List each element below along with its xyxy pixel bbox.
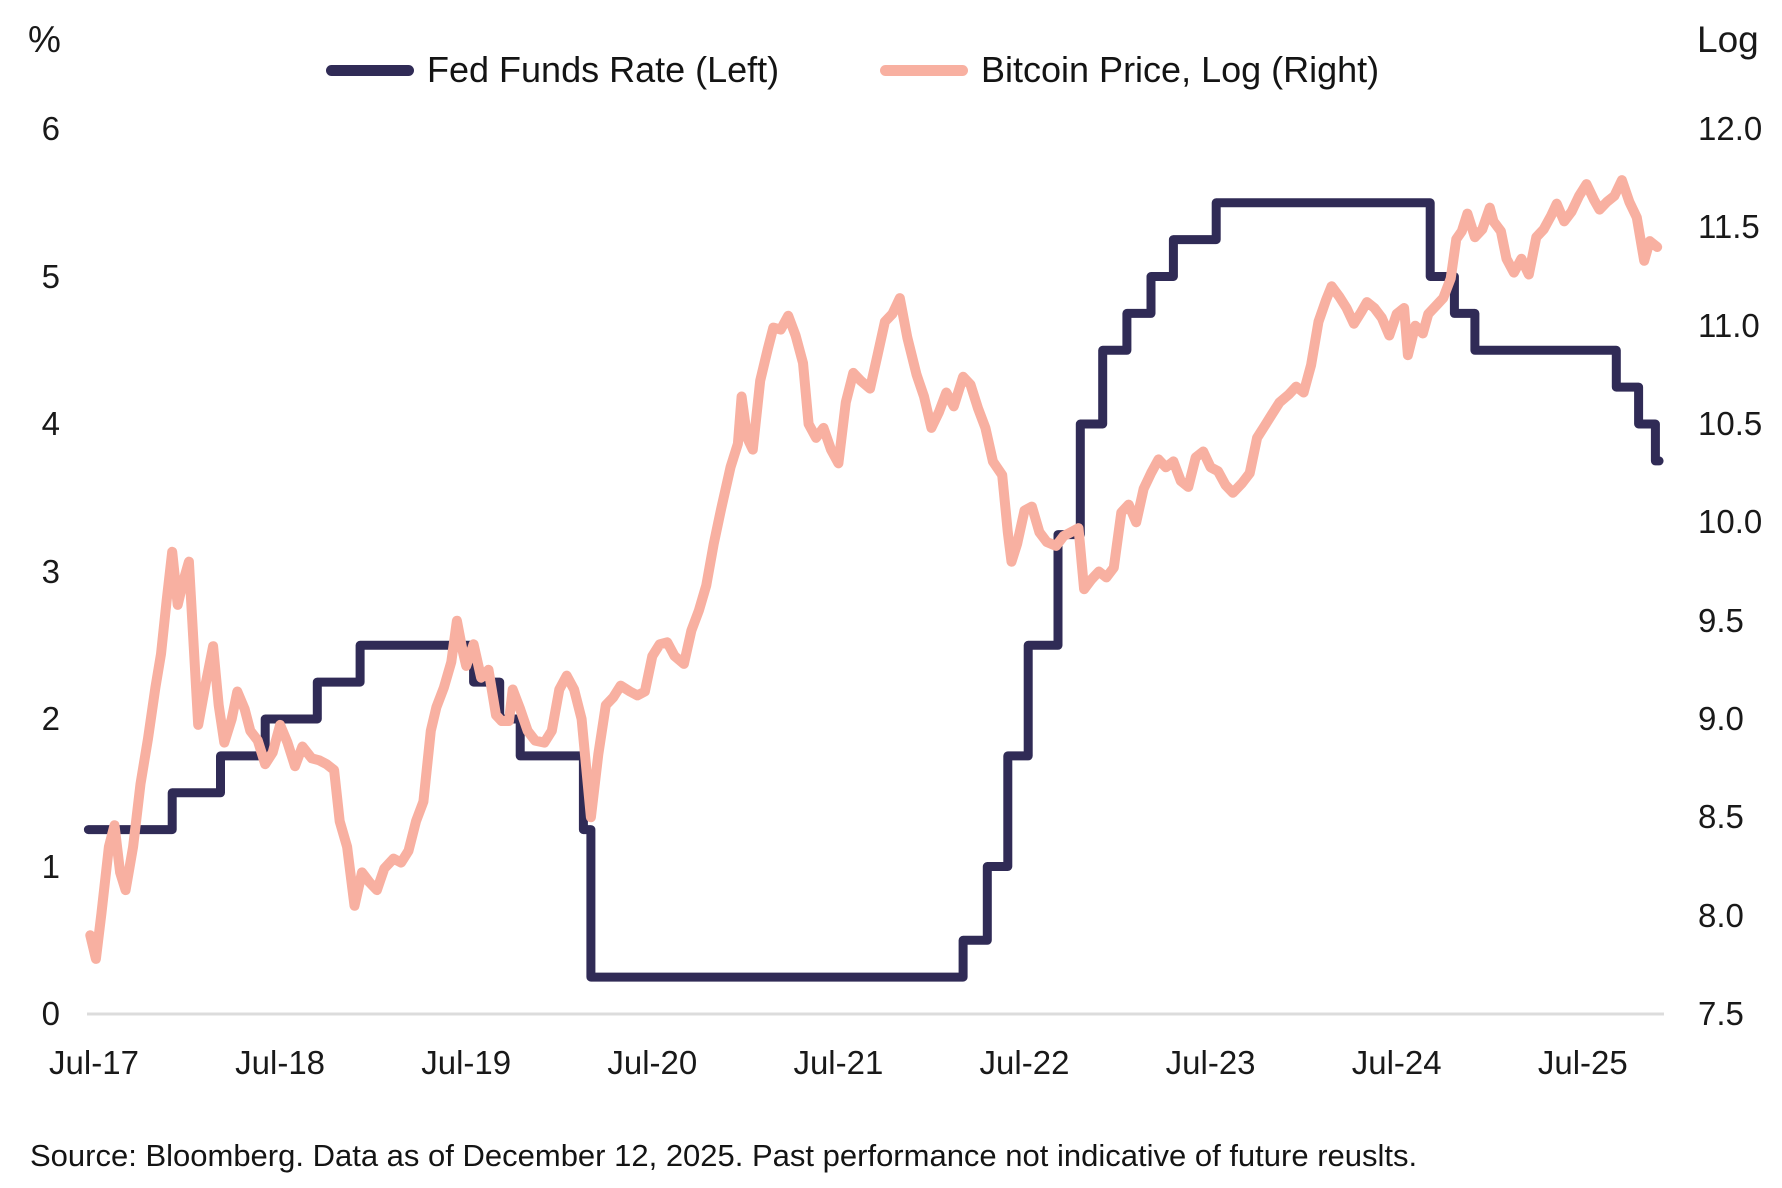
x-axis-tick-Jul-17: Jul-17 (49, 1044, 139, 1081)
right-axis-tick-11.5: 11.5 (1698, 208, 1760, 246)
right-axis-tick-12.0: 12.0 (1698, 110, 1763, 147)
x-axis-tick-Jul-19: Jul-19 (421, 1044, 512, 1081)
right-axis-tick-7.5: 7.5 (1698, 995, 1744, 1032)
x-axis-tick-Jul-25: Jul-25 (1537, 1044, 1628, 1081)
left-axis-tick-5: 5 (41, 257, 60, 295)
x-axis-tick-Jul-18: Jul-18 (235, 1044, 326, 1081)
x-axis-tick-Jul-20: Jul-20 (607, 1044, 698, 1081)
left-axis-tick-1: 1 (41, 847, 60, 885)
right-axis-tick-10.5: 10.5 (1698, 405, 1763, 442)
fed-funds-rate-line (83, 198, 1664, 982)
left-axis-title: % (28, 19, 61, 60)
bitcoin-price-line (85, 175, 1663, 964)
right-axis-tick-8.5: 8.5 (1698, 798, 1744, 836)
left-axis-tick-0: 0 (41, 995, 60, 1032)
x-axis-tick-Jul-23: Jul-23 (1165, 1044, 1256, 1081)
fed-funds-line-swatch-icon (326, 64, 414, 76)
right-axis-tick-9.0: 9.0 (1698, 700, 1744, 737)
left-axis-tick-2: 2 (41, 700, 60, 737)
legend-label-bitcoin: Bitcoin Price, Log (Right) (981, 49, 1380, 90)
right-axis-tick-10.0: 10.0 (1698, 503, 1763, 541)
right-axis-title: Log (1697, 19, 1759, 60)
left-axis-tick-4: 4 (41, 405, 60, 442)
bitcoin-line-swatch-icon (880, 64, 968, 76)
legend-item-fed-funds: Fed Funds Rate (Left) (326, 49, 780, 90)
left-axis-tick-6: 6 (41, 110, 60, 147)
right-axis-tick-9.5: 9.5 (1698, 601, 1744, 639)
x-axis-tick-Jul-21: Jul-21 (793, 1044, 884, 1081)
legend-item-bitcoin: Bitcoin Price, Log (Right) (880, 49, 1380, 90)
source-note: Source: Bloomberg. Data as of December 1… (30, 1138, 1418, 1173)
x-axis-tick-Jul-24: Jul-24 (1351, 1044, 1442, 1081)
x-axis-tick-Jul-22: Jul-22 (979, 1044, 1070, 1081)
legend: Fed Funds Rate (Left) Bitcoin Price, Log… (0, 49, 1782, 90)
right-axis-tick-8.0: 8.0 (1698, 896, 1744, 934)
left-axis-tick-3: 3 (41, 552, 60, 590)
legend-label-fed-funds: Fed Funds Rate (Left) (427, 49, 780, 90)
right-axis-tick-11.0: 11.0 (1698, 306, 1760, 344)
